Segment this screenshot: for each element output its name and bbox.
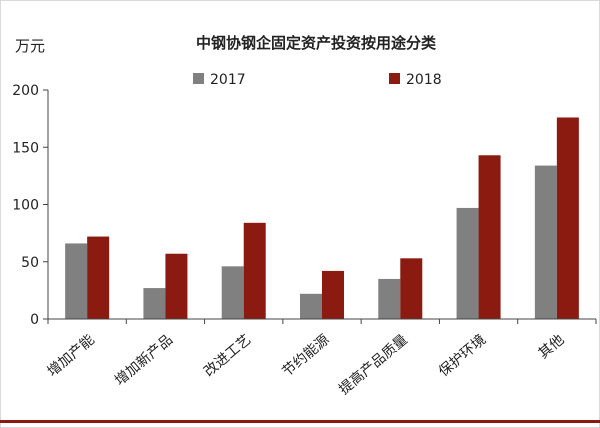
y-tick-label: 0	[30, 312, 39, 328]
bar-2017-4	[300, 293, 322, 319]
bar-2017-3	[221, 266, 244, 319]
x-tick-label: 改进工艺	[201, 332, 254, 380]
x-tick-label: 增加新产品	[112, 332, 176, 389]
legend-swatch-2018	[389, 73, 400, 84]
bar-2017-1	[65, 243, 88, 319]
bar-2017-5	[378, 278, 401, 319]
y-axis-unit-label: 万元	[15, 37, 45, 55]
bar-2017-2	[143, 288, 166, 319]
x-tick-label: 保护环境	[436, 332, 489, 380]
chart-title: 中钢协钢企固定资产投资按用途分类	[196, 34, 437, 52]
y-tick-label: 50	[21, 255, 39, 271]
y-axis: 0 50 100 150 200	[12, 83, 49, 328]
legend-swatch-2017	[193, 73, 204, 84]
y-tick-label: 100	[12, 198, 39, 214]
x-axis: 增加产能 增加新产品 改进工艺 节约能源 提高产品质量 保护环境 其他	[45, 318, 597, 398]
y-tick-label: 200	[12, 83, 39, 99]
bar-2018-7	[556, 117, 579, 319]
legend: 2017 2018	[193, 72, 442, 88]
legend-label-2018: 2018	[406, 72, 442, 88]
x-tick-label: 提高产品质量	[336, 331, 411, 398]
bar-2018-1	[87, 236, 110, 319]
legend-label-2017: 2017	[210, 72, 246, 88]
bars	[65, 117, 579, 319]
x-tick-label: 增加产能	[45, 332, 98, 380]
bottom-rule	[0, 420, 600, 423]
bar-2018-6	[478, 155, 501, 319]
bar-2018-2	[165, 253, 188, 319]
bar-2018-4	[322, 270, 344, 319]
bar-2018-5	[400, 258, 423, 319]
x-tick-label: 其他	[536, 332, 568, 362]
bar-2018-3	[243, 222, 266, 319]
bar-2017-7	[534, 165, 557, 319]
bar-2017-6	[456, 207, 479, 319]
y-tick-label: 150	[12, 140, 39, 156]
x-tick-label: 节约能源	[279, 332, 332, 380]
